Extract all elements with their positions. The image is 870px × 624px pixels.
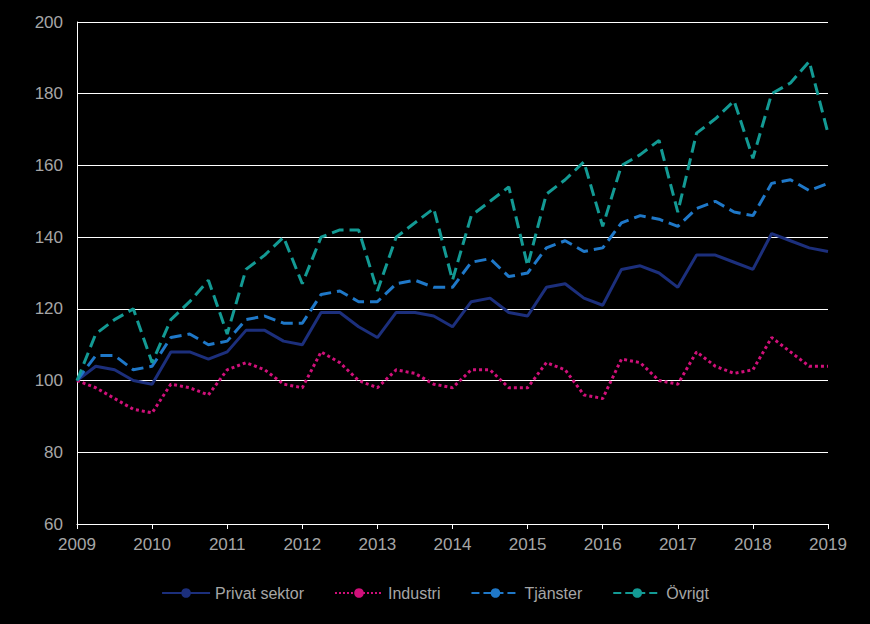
- svg-text:2018: 2018: [734, 535, 772, 554]
- svg-text:2016: 2016: [584, 535, 622, 554]
- svg-text:Övrigt: Övrigt: [666, 585, 709, 602]
- svg-text:200: 200: [35, 13, 63, 32]
- svg-text:2013: 2013: [358, 535, 396, 554]
- svg-text:60: 60: [44, 515, 63, 534]
- svg-text:140: 140: [35, 228, 63, 247]
- svg-text:2015: 2015: [509, 535, 547, 554]
- svg-text:2019: 2019: [809, 535, 847, 554]
- svg-text:2012: 2012: [283, 535, 321, 554]
- svg-text:2009: 2009: [58, 535, 96, 554]
- svg-text:Industri: Industri: [388, 585, 440, 602]
- svg-text:2014: 2014: [434, 535, 472, 554]
- svg-text:80: 80: [44, 443, 63, 462]
- svg-text:2017: 2017: [659, 535, 697, 554]
- svg-text:2011: 2011: [209, 535, 246, 554]
- svg-text:100: 100: [35, 371, 63, 390]
- svg-text:160: 160: [35, 156, 63, 175]
- svg-text:120: 120: [35, 299, 63, 318]
- svg-text:Tjänster: Tjänster: [524, 585, 582, 602]
- svg-text:180: 180: [35, 84, 63, 103]
- svg-text:Privat sektor: Privat sektor: [215, 585, 305, 602]
- svg-text:2010: 2010: [133, 535, 171, 554]
